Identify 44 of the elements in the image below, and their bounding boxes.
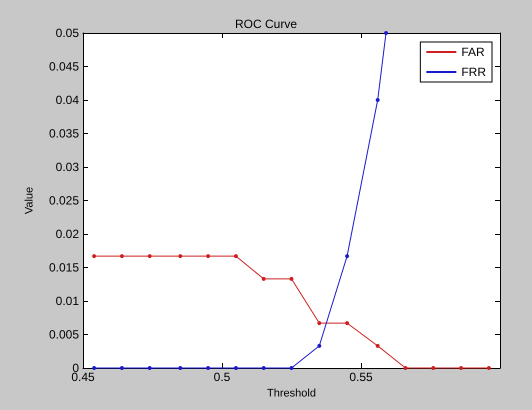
point <box>148 254 152 258</box>
y-tick-label: 0.04 <box>56 93 80 107</box>
point <box>178 254 182 258</box>
point <box>345 321 350 326</box>
y-tick-label: 0.02 <box>56 227 80 241</box>
y-tick-label: 0.05 <box>56 26 80 40</box>
point <box>345 254 350 258</box>
point <box>486 366 491 370</box>
point <box>262 276 266 281</box>
y-tick-label: 0.045 <box>48 60 80 74</box>
y-tick-label: 0.005 <box>48 328 80 342</box>
y-axis-title: Value <box>24 186 36 214</box>
point <box>120 254 124 258</box>
y-tick-label: 0.035 <box>48 126 80 140</box>
y-tick-label: 0.025 <box>48 194 80 208</box>
point <box>290 276 294 281</box>
point <box>92 254 96 258</box>
point <box>376 344 380 348</box>
point <box>376 98 380 102</box>
legend-label: FAR <box>461 45 486 59</box>
legend-label: FRR <box>461 65 486 79</box>
y-tick-label: 0.01 <box>56 294 80 308</box>
y-tick-label: 0.03 <box>56 160 80 174</box>
point <box>234 254 238 258</box>
point <box>148 366 152 370</box>
x-tick-label: 0.5 <box>214 370 231 384</box>
chart-title: ROC Curve <box>234 17 298 31</box>
point <box>262 366 266 370</box>
y-tick-label: 0.015 <box>48 260 80 274</box>
point <box>317 321 322 326</box>
x-tick-label: 0.55 <box>349 370 373 384</box>
x-axis-title: Threshold <box>267 388 316 400</box>
point <box>317 344 322 348</box>
point <box>234 366 238 370</box>
point <box>206 254 210 258</box>
point <box>206 366 210 370</box>
point <box>384 31 388 35</box>
point <box>120 366 124 370</box>
point <box>431 366 436 370</box>
point <box>178 366 182 370</box>
point <box>403 366 408 370</box>
point <box>290 366 294 370</box>
point <box>459 366 464 370</box>
point <box>92 366 96 370</box>
